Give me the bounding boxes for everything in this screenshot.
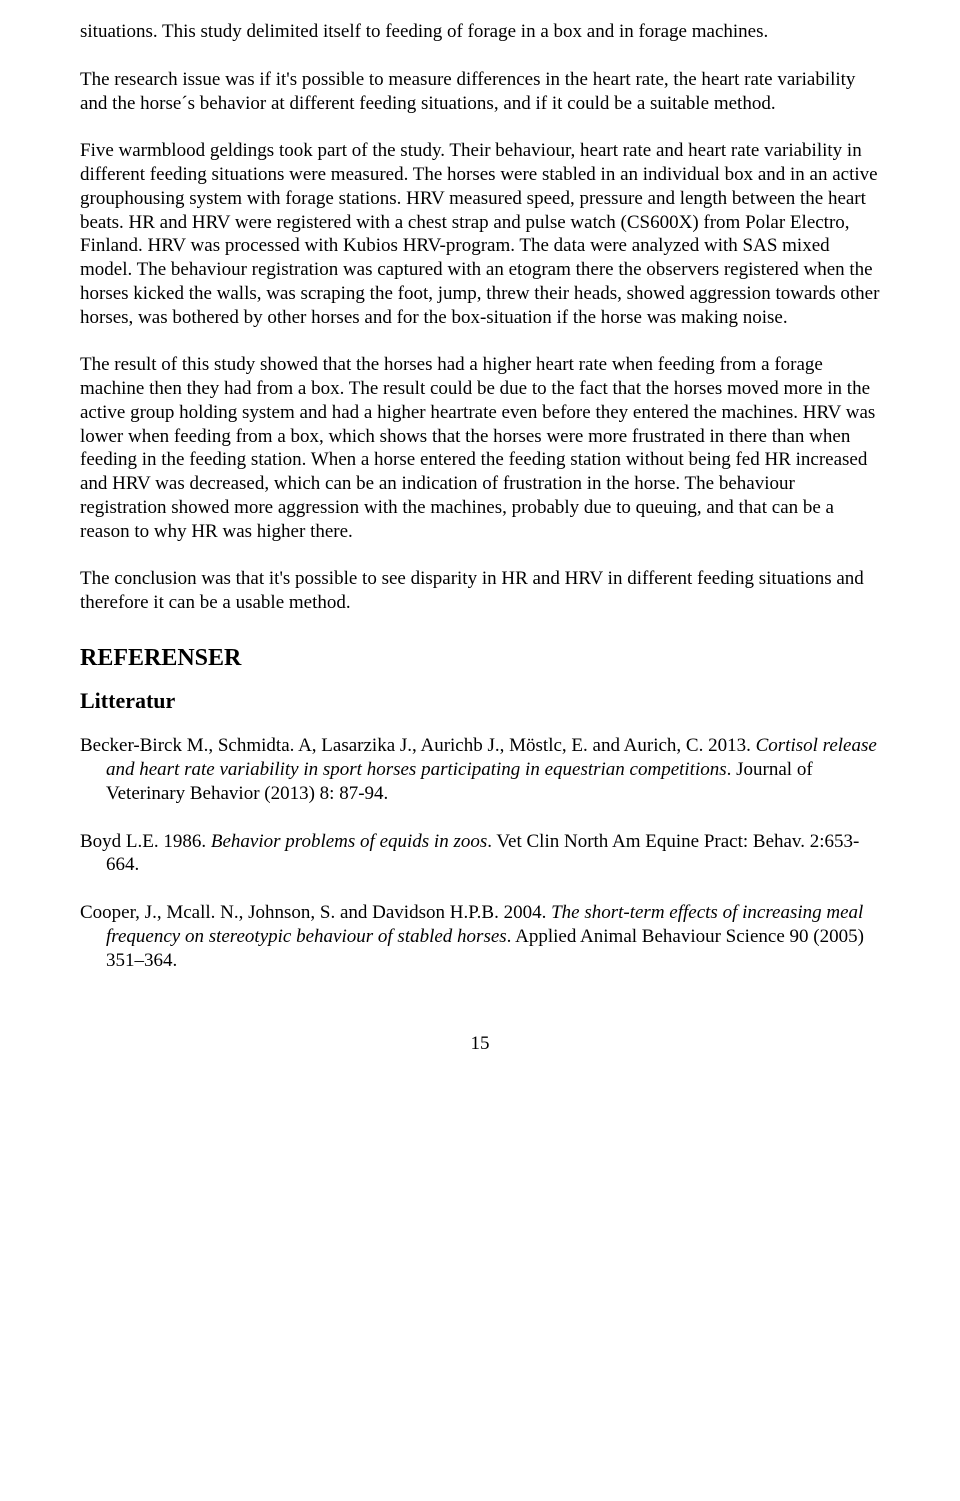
reference-authors: Boyd L.E. 1986. [80, 831, 211, 852]
reference-authors: Becker-Birck M., Schmidta. A, Lasarzika … [80, 735, 756, 756]
paragraph-methods: Five warmblood geldings took part of the… [80, 139, 880, 329]
paragraph-conclusion: The conclusion was that it's possible to… [80, 567, 880, 615]
reference-item-3: Cooper, J., Mcall. N., Johnson, S. and D… [80, 901, 880, 972]
heading-literature: Litteratur [80, 687, 880, 715]
paragraph-research-issue: The research issue was if it's possible … [80, 68, 880, 116]
paragraph-results: The result of this study showed that the… [80, 353, 880, 543]
reference-item-2: Boyd L.E. 1986. Behavior problems of equ… [80, 830, 880, 878]
reference-item-1: Becker-Birck M., Schmidta. A, Lasarzika … [80, 734, 880, 805]
reference-authors: Cooper, J., Mcall. N., Johnson, S. and D… [80, 902, 551, 923]
heading-references: REFERENSER [80, 643, 880, 673]
page-number: 15 [80, 1032, 880, 1056]
paragraph-intro-continuation: situations. This study delimited itself … [80, 20, 880, 44]
reference-title: Behavior problems of equids in zoos [211, 831, 487, 852]
